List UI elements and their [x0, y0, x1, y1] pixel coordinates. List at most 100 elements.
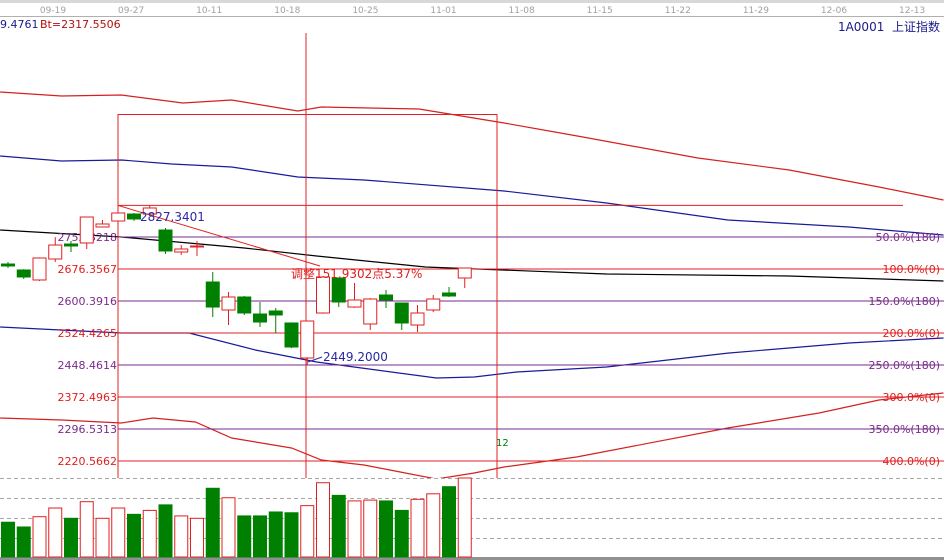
- date-tick-label: 11-08: [509, 6, 535, 16]
- volume-bar-up: [48, 507, 63, 558]
- volume-bar-down: [16, 526, 31, 558]
- volume-bar-down: [158, 504, 173, 558]
- candle-down: [442, 287, 456, 297]
- volume-bar-up: [363, 499, 378, 558]
- candle-body: [379, 294, 393, 301]
- candle-down: [127, 212, 141, 222]
- indicator-line: [0, 91, 944, 201]
- candle-body: [253, 313, 267, 323]
- date-tick-label: 11-29: [743, 6, 769, 16]
- candle-up: [457, 267, 472, 289]
- candle-body: [32, 257, 47, 281]
- level-percent-label: 250.0%(180): [868, 359, 940, 372]
- date-tick-label: 09-19: [40, 6, 66, 16]
- adjustment-label: 调整151.9302点5.37%: [291, 266, 422, 281]
- date-tick-label: 12-06: [821, 6, 847, 16]
- candle-body: [142, 207, 157, 215]
- candle-up: [79, 216, 94, 250]
- candle-body: [111, 212, 126, 222]
- candle-down: [16, 269, 31, 280]
- symbol-title: 1A0001 上证指数: [838, 18, 940, 35]
- volume-bar-up: [190, 517, 204, 558]
- volume-bar-down: [331, 494, 346, 558]
- candle-up: [426, 295, 441, 313]
- level-price-label: 2524.4265: [58, 327, 118, 340]
- candle-body: [457, 267, 472, 279]
- candle-down: [205, 272, 220, 318]
- indicator-line: [0, 229, 944, 282]
- candle-down: [158, 227, 173, 254]
- level-percent-label: 300.0%(0): [882, 391, 940, 404]
- candle-body: [394, 302, 409, 324]
- volume-bar-up: [426, 493, 441, 558]
- count-label: 12: [496, 438, 509, 449]
- level-price-label: 2220.5662: [58, 455, 118, 468]
- candle-up: [174, 245, 189, 255]
- candle-up: [48, 237, 63, 262]
- candle-up: [95, 219, 110, 228]
- candle-up: [142, 205, 157, 215]
- volume-bar-down: [1, 521, 15, 558]
- volume-bar-up: [300, 505, 315, 558]
- low-pointer-line: [307, 356, 323, 363]
- date-tick-label: 11-01: [430, 6, 456, 16]
- level-price-label: 2676.3567: [58, 263, 118, 276]
- volume-bar-up: [316, 482, 330, 558]
- candle-up: [363, 298, 378, 331]
- candle-body: [64, 243, 78, 247]
- candle-body: [190, 245, 204, 248]
- symbol-code: 1A0001: [837, 20, 885, 34]
- candle-up: [190, 241, 204, 257]
- indicator-value: 9.4761: [0, 18, 39, 31]
- volume-bar-down: [394, 509, 409, 558]
- index-name: 上证指数: [891, 20, 940, 34]
- trend-line: [117, 204, 321, 267]
- indicator-line: [0, 392, 944, 478]
- low-price-label: 2449.2000: [323, 350, 388, 364]
- volume-bar-up: [221, 497, 236, 558]
- level-price-label: 2296.5313: [58, 423, 118, 436]
- date-tick-label: 11-15: [587, 6, 613, 16]
- candle-body: [221, 296, 236, 311]
- date-tick-label: 11-22: [665, 6, 691, 16]
- candle-down: [394, 302, 409, 331]
- candle-body: [158, 229, 173, 252]
- candle-body: [79, 216, 94, 244]
- candle-body: [237, 296, 252, 314]
- indicator-line: [0, 326, 944, 379]
- volume-bar-down: [253, 515, 267, 558]
- candle-body: [363, 298, 378, 325]
- date-tick-label: 09-27: [118, 6, 144, 16]
- level-price-label: 2372.4963: [58, 391, 118, 404]
- candle-body: [316, 276, 330, 314]
- candle-down: [379, 290, 393, 308]
- volume-bar-down: [127, 513, 141, 558]
- bottom-strip: [0, 557, 944, 560]
- candle-down: [268, 307, 283, 334]
- date-tick-label: 12-13: [899, 6, 925, 16]
- candle-up: [300, 320, 315, 365]
- candle-down: [237, 295, 252, 315]
- candle-body: [48, 244, 63, 260]
- level-percent-label: 50.0%(180): [875, 231, 940, 244]
- candle-up: [221, 291, 236, 326]
- volume-bar-up: [32, 516, 47, 558]
- candle-up: [347, 283, 362, 308]
- date-tick-label: 10-18: [274, 6, 300, 16]
- level-percent-label: 150.0%(180): [868, 295, 940, 308]
- candle-body: [347, 299, 362, 308]
- date-tick-label: 10-25: [352, 6, 378, 16]
- volume-bar-up: [142, 509, 157, 558]
- candle-body: [127, 213, 141, 220]
- volume-bar-down: [268, 511, 283, 558]
- volume-bar-up: [410, 498, 425, 558]
- volume-bar-up: [457, 477, 472, 558]
- candle-body: [426, 298, 441, 311]
- volume-bar-down: [237, 515, 252, 558]
- candle-down: [331, 277, 346, 308]
- candle-body: [442, 292, 456, 297]
- candle-body: [300, 320, 315, 359]
- volume-bar-down: [379, 500, 393, 558]
